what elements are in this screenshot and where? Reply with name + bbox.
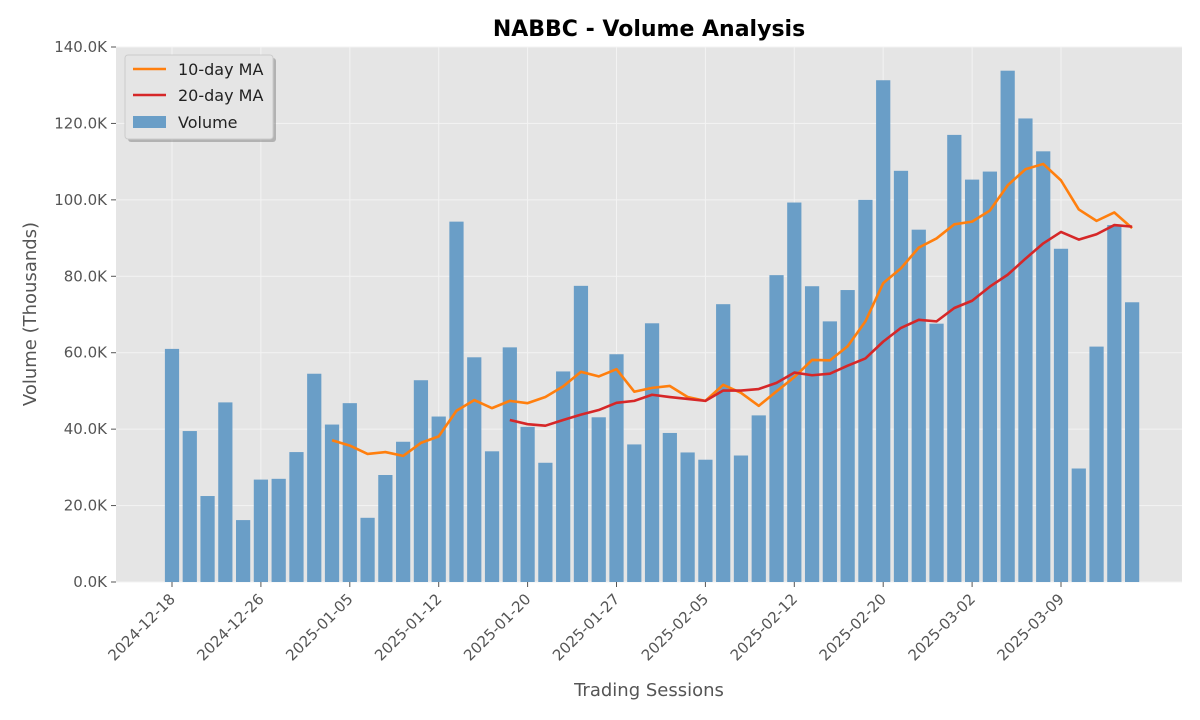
y-tick-label: 140.0K bbox=[54, 38, 108, 56]
volume-bar bbox=[502, 347, 517, 582]
volume-bar bbox=[858, 199, 873, 582]
volume-bar bbox=[307, 373, 322, 582]
y-axis-label: Volume (Thousands) bbox=[20, 222, 41, 406]
volume-bar bbox=[964, 179, 980, 582]
volume-bar bbox=[520, 426, 535, 582]
volume-bar bbox=[627, 444, 642, 582]
volume-bar bbox=[662, 432, 677, 582]
x-axis-label: Trading Sessions bbox=[573, 680, 724, 701]
volume-bar bbox=[1071, 468, 1086, 582]
volume-bar bbox=[556, 371, 571, 582]
volume-bar bbox=[324, 424, 340, 582]
y-tick-label: 120.0K bbox=[54, 114, 108, 132]
volume-bar bbox=[1036, 151, 1051, 582]
volume-bar bbox=[982, 171, 997, 583]
volume-bar bbox=[573, 285, 589, 582]
volume-bar bbox=[804, 286, 820, 582]
volume-bar bbox=[218, 402, 233, 582]
volume-bar bbox=[929, 323, 944, 582]
volume-bar bbox=[200, 496, 215, 582]
volume-bar bbox=[1000, 70, 1015, 582]
y-tick-label: 40.0K bbox=[64, 420, 108, 438]
volume-bar bbox=[449, 221, 464, 582]
ma20-line bbox=[509, 223, 1133, 428]
legend-bar-swatch bbox=[133, 116, 166, 128]
volume-bar bbox=[164, 348, 180, 582]
y-tick-label: 0.0K bbox=[73, 573, 108, 591]
y-tick-label: 80.0K bbox=[64, 267, 108, 285]
volume-bar bbox=[698, 459, 713, 582]
legend-label: 10-day MA bbox=[178, 60, 263, 79]
y-tick-label: 60.0K bbox=[64, 344, 108, 362]
volume-bar bbox=[644, 323, 660, 582]
volume-bar bbox=[876, 80, 891, 582]
volume-bar bbox=[680, 452, 695, 582]
volume-bar bbox=[538, 462, 553, 582]
volume-bar bbox=[413, 380, 429, 582]
volume-bar bbox=[911, 229, 926, 582]
volume-bar bbox=[787, 202, 802, 582]
volume-bar bbox=[1089, 346, 1104, 582]
volume-bar bbox=[733, 455, 749, 582]
volume-bar bbox=[253, 479, 269, 582]
y-tick-label: 20.0K bbox=[64, 497, 108, 515]
volume-bar bbox=[893, 170, 909, 583]
chart-title: NABBC - Volume Analysis bbox=[493, 17, 805, 42]
volume-bar bbox=[716, 304, 731, 582]
volume-bars bbox=[164, 70, 1140, 583]
volume-bar bbox=[822, 321, 837, 582]
volume-bar bbox=[182, 431, 197, 582]
volume-bar bbox=[236, 520, 251, 582]
volume-bar bbox=[342, 403, 357, 582]
moving-average-lines bbox=[331, 162, 1133, 458]
volume-bar bbox=[289, 452, 304, 582]
volume-bar bbox=[467, 357, 482, 582]
volume-bar bbox=[591, 417, 606, 582]
volume-bar bbox=[1125, 302, 1140, 582]
volume-bar bbox=[769, 275, 784, 582]
y-tick-label: 100.0K bbox=[54, 191, 108, 209]
volume-bar bbox=[360, 517, 375, 582]
volume-bar bbox=[378, 475, 393, 582]
volume-bar bbox=[609, 354, 624, 582]
legend-label: Volume bbox=[178, 113, 238, 132]
volume-bar bbox=[271, 478, 286, 582]
volume-bar bbox=[947, 134, 962, 582]
legend: 10-day MA 20-day MA Volume bbox=[124, 54, 276, 142]
volume-bar bbox=[484, 451, 500, 582]
ma10-line bbox=[331, 162, 1133, 458]
volume-bar bbox=[396, 441, 411, 582]
volume-bar bbox=[751, 415, 766, 582]
volume-bar bbox=[431, 416, 446, 582]
legend-label: 20-day MA bbox=[178, 86, 263, 105]
volume-bar bbox=[840, 290, 855, 582]
volume-bar bbox=[1107, 225, 1122, 583]
volume-bar bbox=[1053, 248, 1069, 582]
volume-bar bbox=[1018, 118, 1033, 582]
